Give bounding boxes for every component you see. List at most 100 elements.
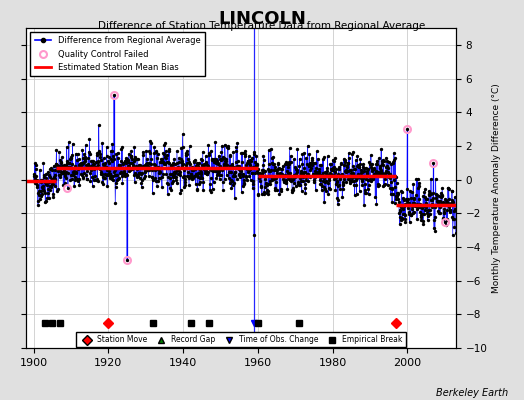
Point (127, 160, 136, 166)
Point (102, 164, 110, 170)
Point (136, 169, 145, 176)
Point (426, 207, 434, 214)
Point (130, 144, 138, 150)
Point (316, 181, 325, 187)
Point (287, 153, 295, 159)
Point (258, 166, 267, 173)
Point (183, 172, 191, 179)
Point (38, 190, 46, 197)
Point (361, 181, 369, 188)
Point (399, 197, 408, 203)
Point (112, 172, 120, 178)
Point (104, 158, 112, 164)
Point (101, 160, 109, 166)
Point (95, 150, 104, 157)
Point (381, 170, 389, 176)
Point (245, 173, 253, 180)
Point (289, 187, 297, 194)
Point (54, 172, 63, 178)
Point (391, 183, 400, 190)
Point (93, 150, 101, 156)
Point (85, 151, 94, 157)
Point (200, 166, 208, 172)
Point (255, 170, 263, 176)
Point (41, 181, 50, 187)
Point (80, 170, 89, 176)
Point (194, 160, 203, 166)
Point (209, 168, 217, 174)
Point (111, 200, 119, 206)
Point (281, 180, 290, 186)
Point (122, 156, 130, 163)
Point (121, 172, 129, 179)
Point (150, 144, 158, 150)
Point (355, 164, 363, 170)
Point (81, 142, 90, 148)
Point (173, 160, 181, 166)
Point (221, 141, 229, 148)
Point (198, 162, 206, 168)
Point (274, 160, 282, 166)
Point (322, 169, 330, 176)
Point (432, 198, 441, 204)
Point (342, 169, 350, 175)
Point (205, 166, 214, 172)
Point (35, 192, 43, 198)
Point (142, 162, 150, 168)
Point (328, 165, 336, 172)
Point (189, 165, 197, 171)
Point (331, 169, 339, 175)
Point (312, 165, 321, 172)
Point (315, 169, 323, 176)
Point (336, 160, 345, 166)
Point (192, 163, 200, 169)
Point (408, 200, 417, 206)
Point (266, 173, 275, 179)
Point (195, 170, 203, 176)
Point (272, 170, 281, 176)
Point (114, 150, 122, 156)
Point (191, 157, 200, 163)
Point (62, 169, 70, 175)
Point (377, 146, 385, 153)
Point (160, 142, 169, 148)
Point (147, 156, 155, 162)
Point (157, 159, 165, 166)
Point (31, 162, 40, 168)
Point (372, 201, 380, 207)
Point (217, 156, 226, 162)
Point (265, 147, 273, 154)
Point (399, 206, 408, 213)
Point (84, 162, 93, 168)
Point (393, 190, 401, 197)
Point (327, 166, 335, 173)
Point (335, 164, 343, 170)
Point (287, 178, 296, 184)
Point (208, 156, 216, 162)
Point (401, 212, 409, 218)
Point (280, 172, 289, 178)
Point (448, 188, 456, 194)
Point (336, 186, 345, 192)
Point (244, 158, 253, 165)
Point (315, 172, 324, 178)
Point (163, 190, 172, 197)
Point (281, 178, 289, 184)
Point (321, 179, 329, 185)
Point (226, 180, 234, 186)
Point (202, 159, 210, 165)
Point (325, 170, 334, 176)
Point (213, 158, 221, 165)
Point (353, 162, 362, 169)
Point (89, 174, 97, 180)
Point (175, 168, 183, 174)
Point (362, 176, 370, 182)
Point (176, 172, 184, 178)
Point (273, 172, 281, 179)
Point (133, 174, 141, 180)
Point (181, 176, 189, 182)
Point (181, 179, 190, 185)
Point (94, 122, 103, 128)
Point (443, 216, 451, 222)
Point (47, 165, 55, 172)
